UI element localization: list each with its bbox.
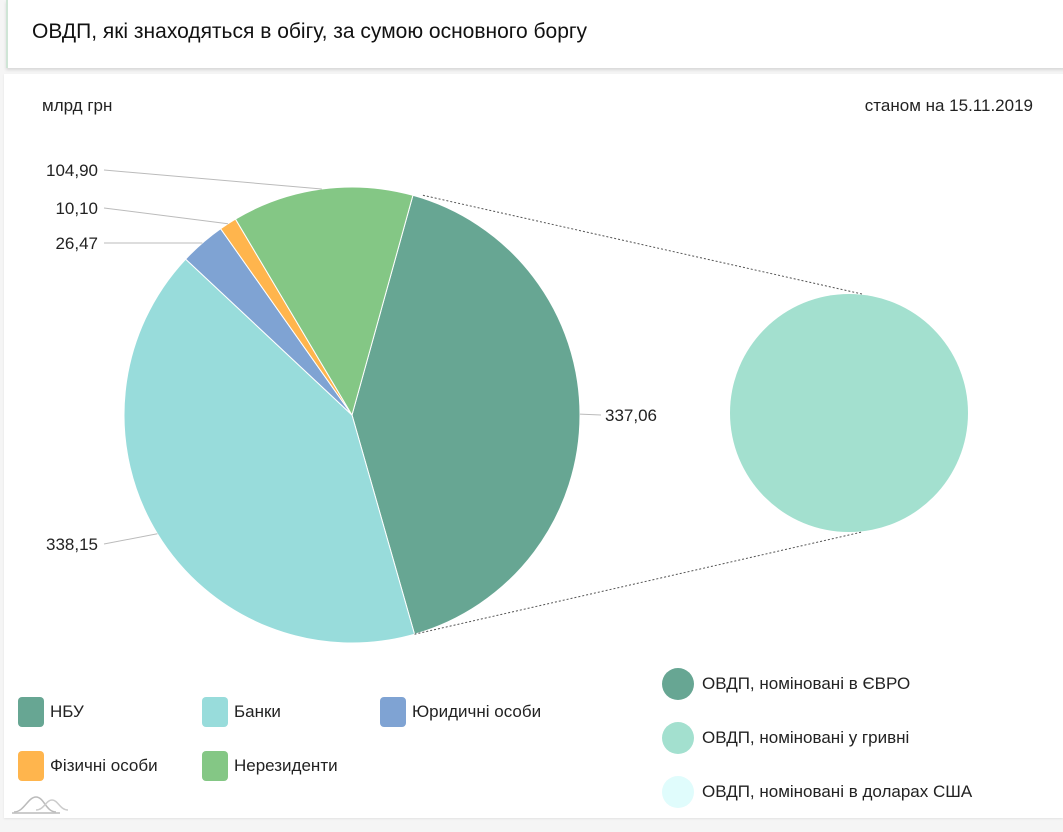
legend-item[interactable]: Юридичні особи	[380, 697, 541, 727]
connector-line	[414, 531, 863, 635]
legend-dot	[662, 668, 694, 700]
legend-swatch	[380, 697, 406, 727]
legend-label: ОВДП, номіновані в ЄВРО	[702, 674, 911, 693]
secondary-legend-item[interactable]: ОВДП, номіновані в ЄВРО	[662, 668, 910, 700]
secondary-pie-slice	[730, 294, 968, 532]
legend-swatch	[18, 751, 44, 781]
legend-dot	[662, 776, 694, 808]
legend-swatch	[18, 697, 44, 727]
leader-line	[103, 207, 228, 225]
legend-item[interactable]: Нерезиденти	[202, 751, 338, 781]
data-label: 26,47	[55, 234, 98, 253]
legend-label: Юридичні особи	[412, 702, 542, 721]
pie-slice	[351, 194, 581, 635]
data-label: 337,06	[605, 406, 657, 425]
pie-slice	[234, 186, 414, 417]
secondary-legend-item[interactable]: ОВДП, номіновані в доларах США	[662, 776, 972, 808]
date-label: станом на 15.11.2019	[864, 96, 1033, 115]
connector-line	[422, 194, 863, 295]
legend-label: ОВДП, номіновані в доларах США	[702, 782, 973, 801]
legend-dot	[662, 722, 694, 754]
data-label: 10,10	[55, 199, 98, 218]
legend-label: ОВДП, номіновані у гривні	[702, 728, 910, 747]
legend-item[interactable]: Банки	[202, 697, 281, 727]
legend-label: Банки	[234, 702, 281, 721]
unit-label: млрд грн	[42, 96, 113, 115]
data-label: 104,90	[46, 161, 98, 180]
legend-swatch	[202, 697, 228, 727]
legend-label: НБУ	[50, 702, 84, 721]
header: ОВДП, які знаходяться в обігу, за сумою …	[6, 0, 1063, 68]
leader-line	[103, 533, 158, 545]
page-title: ОВДП, які знаходяться в обігу, за сумою …	[32, 20, 588, 43]
leader-line	[579, 413, 602, 416]
leader-line	[103, 169, 322, 190]
legend-item[interactable]: НБУ	[18, 697, 84, 727]
legend-label: Фізичні особи	[50, 756, 158, 775]
legend-label: Нерезиденти	[234, 756, 338, 775]
data-label: 338,15	[46, 535, 98, 554]
legend-item[interactable]: Фізичні особи	[18, 751, 158, 781]
legend-swatch	[202, 751, 228, 781]
secondary-legend-item[interactable]: ОВДП, номіновані у гривні	[662, 722, 909, 754]
